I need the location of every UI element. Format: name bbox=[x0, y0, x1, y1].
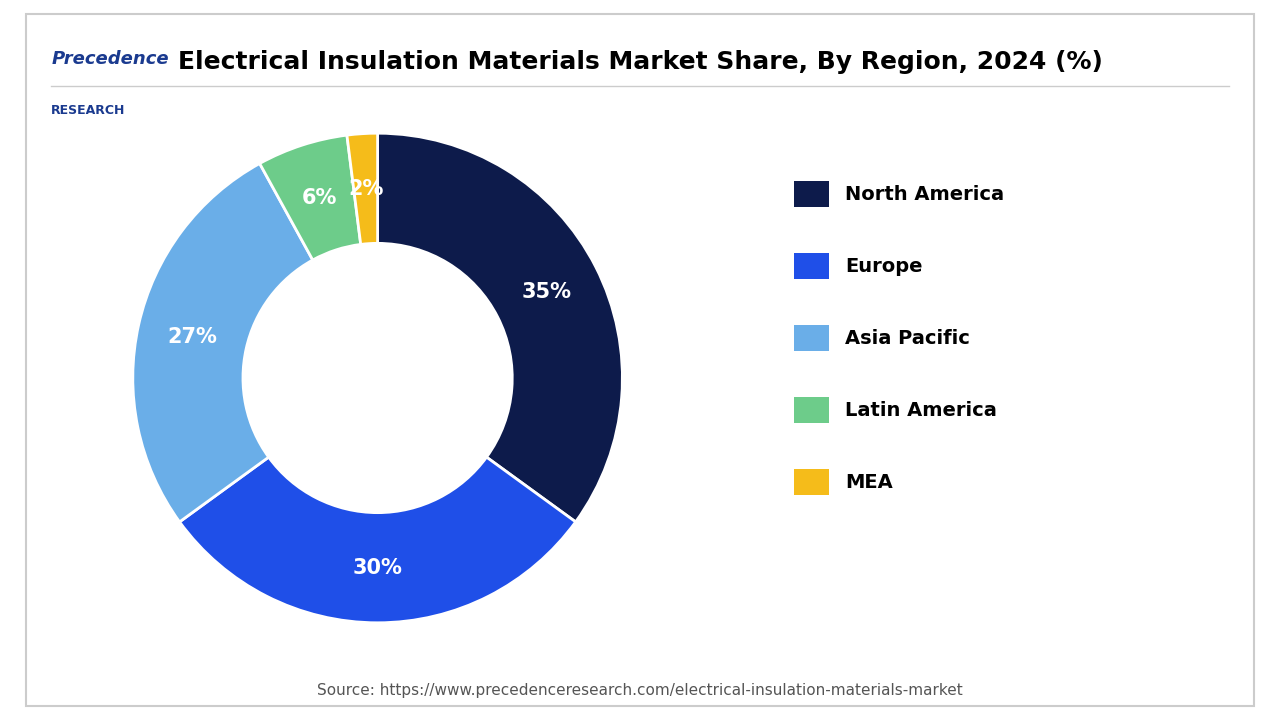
Wedge shape bbox=[179, 457, 576, 623]
Text: 6%: 6% bbox=[301, 188, 337, 207]
Wedge shape bbox=[260, 135, 361, 260]
Text: 2%: 2% bbox=[348, 179, 384, 199]
Text: Latin America: Latin America bbox=[845, 401, 997, 420]
Text: Precedence: Precedence bbox=[51, 50, 169, 68]
Text: RESEARCH: RESEARCH bbox=[51, 104, 125, 117]
Text: 30%: 30% bbox=[353, 558, 402, 577]
Text: Asia Pacific: Asia Pacific bbox=[845, 329, 970, 348]
Text: Europe: Europe bbox=[845, 257, 923, 276]
Text: 35%: 35% bbox=[522, 282, 572, 302]
Text: MEA: MEA bbox=[845, 473, 892, 492]
Text: North America: North America bbox=[845, 185, 1004, 204]
Wedge shape bbox=[347, 133, 378, 244]
Wedge shape bbox=[133, 163, 312, 522]
Text: Source: https://www.precedenceresearch.com/electrical-insulation-materials-marke: Source: https://www.precedenceresearch.c… bbox=[317, 683, 963, 698]
Text: 27%: 27% bbox=[168, 327, 218, 346]
Text: Electrical Insulation Materials Market Share, By Region, 2024 (%): Electrical Insulation Materials Market S… bbox=[178, 50, 1102, 74]
Wedge shape bbox=[378, 133, 622, 522]
